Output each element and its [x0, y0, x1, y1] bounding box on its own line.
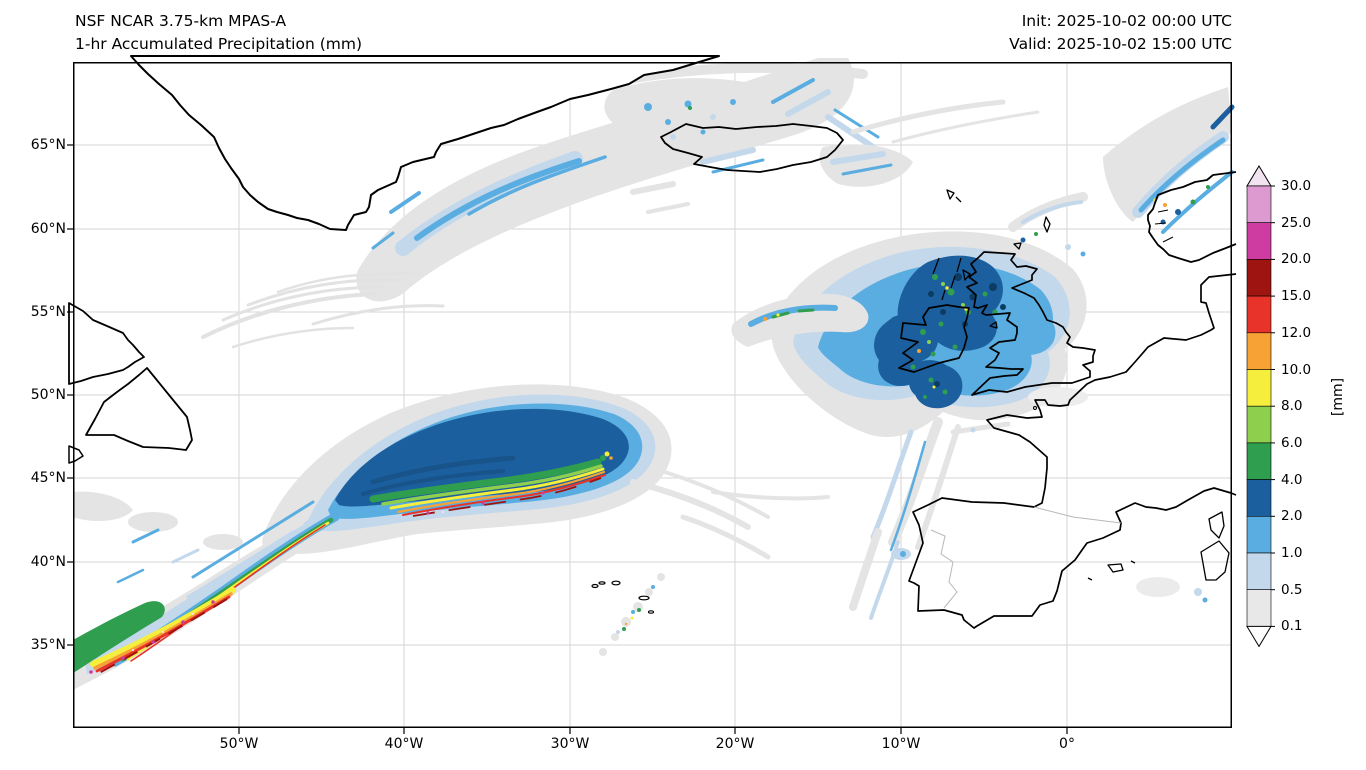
iceland-coastline: [660, 123, 844, 173]
precip-iceland-area: [644, 78, 1040, 187]
precip-greenland-band: [356, 58, 868, 302]
map-frame: [73, 62, 1232, 728]
channel-islands: [1033, 406, 1037, 410]
lon-tick-label: 10°W: [881, 736, 921, 752]
faroe-islands: [946, 189, 962, 203]
lon-tick-label: 50°W: [219, 736, 259, 752]
colorbar-unit-label: [mm]: [1330, 377, 1346, 417]
map-canvas: [67, 55, 1237, 734]
colorbar-tick-label: 10.0: [1281, 361, 1312, 378]
colorbar-tick-label: 8.0: [1281, 398, 1303, 415]
newfoundland-coastline: [85, 367, 193, 451]
precip-iberia-med: [891, 387, 1208, 603]
lat-tick-label: 60°N: [30, 221, 66, 237]
colorbar-tick-label: 20.0: [1281, 251, 1312, 268]
precip-midatlantic-front: [73, 384, 830, 690]
norway-coastline: [1147, 171, 1237, 263]
colorbar-tick-label: 15.0: [1281, 288, 1312, 305]
colorbar-tick-label: 0.1: [1281, 618, 1303, 635]
colorbar-tick-label: 1.0: [1281, 545, 1303, 561]
lon-tick-label: 40°W: [384, 736, 424, 752]
labrador-coastline: [68, 302, 145, 385]
lat-tick-label: 50°N: [30, 387, 66, 403]
great-britain-coastline: [966, 251, 1096, 396]
colorbar-tick-label: 25.0: [1281, 214, 1312, 231]
greenland-coastline: [130, 55, 720, 231]
ireland-coastline: [898, 304, 970, 373]
precipitation-layer: [73, 58, 1235, 690]
lon-tick-label: 0°: [1059, 736, 1075, 752]
precip-uk-ireland-system: [731, 192, 1088, 620]
azores-islands: [591, 580, 655, 614]
valid-time: Valid: 2025-10-02 15:00 UTC: [1009, 35, 1232, 53]
lat-tick-label: 45°N: [30, 470, 66, 486]
lon-tick-label: 20°W: [715, 736, 755, 752]
model-title: NSF NCAR 3.75-km MPAS-A: [75, 12, 287, 30]
precip-azores-line: [599, 573, 665, 656]
product-title: 1-hr Accumulated Precipitation (mm): [75, 35, 362, 53]
lat-tick-label: 55°N: [30, 304, 66, 320]
norway-fjords: [1154, 209, 1174, 243]
colorbar-svg: [1246, 165, 1275, 648]
lat-tick-label: 65°N: [30, 137, 66, 153]
coastlines: [68, 55, 1237, 629]
colorbar-tick-label: 4.0: [1281, 471, 1303, 488]
axis-ticks: [67, 144, 1068, 734]
colorbar-tick-label: 12.0: [1281, 324, 1312, 341]
nova-scotia-coastline: [68, 445, 84, 464]
colorbar-tick-label: 6.0: [1281, 434, 1303, 451]
colorbar-tick-label: 0.5: [1281, 581, 1303, 598]
precip-light-streaks: [201, 272, 445, 349]
lat-tick-label: 40°N: [30, 554, 66, 570]
europe-coastline: [908, 273, 1237, 629]
map-svg: [67, 55, 1237, 734]
mediterranean-islands: [1087, 511, 1230, 581]
lat-tick-label: 35°N: [30, 637, 66, 653]
colorbar: 30.0 25.0 20.0 15.0 12.0 10.0 8.0 6.0 4.0 2.0 1.0 0…: [1246, 165, 1311, 648]
borders: [930, 506, 1122, 609]
colorbar-tick-label: 2.0: [1281, 508, 1303, 525]
colorbar-tick-label: 30.0: [1281, 178, 1312, 194]
lon-tick-label: 30°W: [550, 736, 590, 752]
scottish-islands: [932, 216, 1051, 329]
init-time: Init: 2025-10-02 00:00 UTC: [1021, 12, 1232, 30]
